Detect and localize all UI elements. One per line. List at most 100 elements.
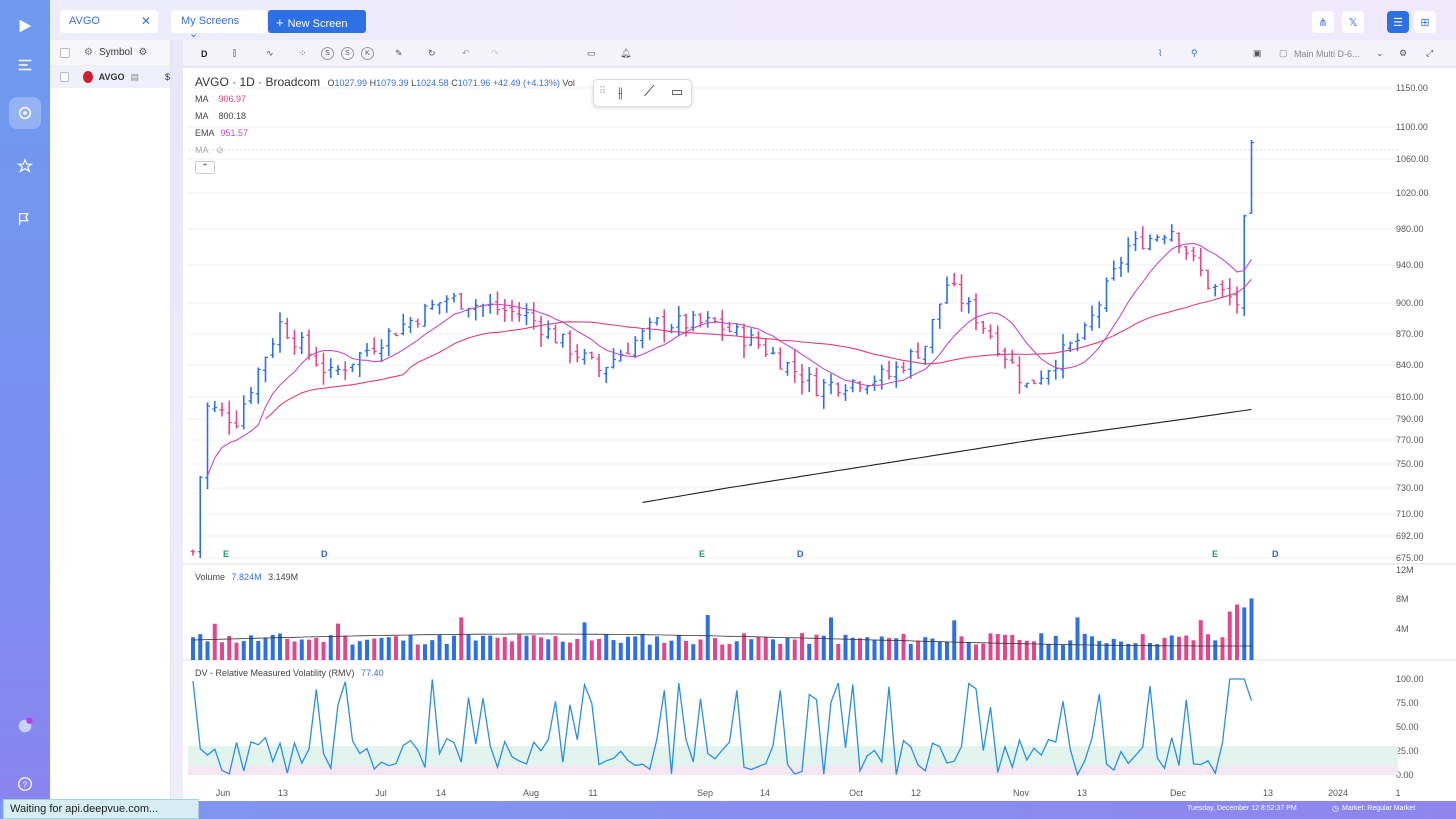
comment-tool-icon[interactable]: ▭: [671, 84, 684, 99]
x-tick-label: Aug: [523, 788, 539, 798]
volume-bar: [357, 641, 362, 660]
new-screen-button[interactable]: + New Screen: [268, 10, 366, 33]
volume-bar: [379, 637, 384, 660]
alert-bell-icon[interactable]: 🔔︎: [620, 48, 632, 58]
list-view-icon[interactable]: ☰: [1387, 11, 1409, 33]
volume-bar: [647, 644, 652, 660]
volume-bar: [959, 636, 964, 660]
volume-bar: [1082, 633, 1087, 660]
screener-icon[interactable]: [9, 97, 41, 129]
symbol-column-header[interactable]: Symbol: [98, 47, 133, 58]
calendar-icon[interactable]: ▭: [587, 48, 596, 58]
pencil-icon[interactable]: ✎: [395, 48, 403, 58]
volume-bar: [1184, 635, 1189, 660]
volume-bar: [655, 636, 659, 660]
chevron-down-icon[interactable]: ⌄: [1376, 48, 1384, 58]
volume-bar: [684, 640, 688, 660]
volume-bar: [1032, 641, 1036, 660]
app-sidebar: ?: [0, 0, 50, 819]
volume-bar: [945, 641, 949, 660]
price-tick-label: 900.00: [1396, 298, 1424, 308]
volume-bar: [249, 635, 253, 660]
compare-icon[interactable]: ⚲: [1191, 48, 1198, 58]
k-button[interactable]: K: [361, 47, 374, 60]
drawing-tools-popup: ⠿ ⫲ ⟋ ▭: [593, 79, 692, 107]
status-text: Waiting for api.deepvue.com...: [10, 803, 159, 815]
chart-area[interactable]: 1150.00 1100.00 1060.00 1020.00 980.00 940.00…: [183, 68, 1456, 801]
undo-icon[interactable]: ↶: [462, 48, 470, 58]
ma2-value: 800.18: [218, 111, 247, 121]
x-tick-label: Jun: [216, 788, 231, 798]
collapse-legend-button[interactable]: ⌃: [195, 161, 215, 174]
redo-icon[interactable]: ↷: [491, 48, 499, 58]
select-all-checkbox[interactable]: [60, 47, 70, 58]
candle-tool-icon[interactable]: ⫲: [618, 84, 623, 100]
close-icon[interactable]: ✕: [140, 14, 151, 28]
volume-bar: [597, 638, 601, 660]
volume-bar: [1162, 637, 1167, 660]
menu-icon[interactable]: [9, 49, 41, 81]
fullscreen-icon[interactable]: ⤢: [1426, 48, 1434, 58]
volume-bar: [1213, 640, 1218, 660]
star-icon[interactable]: [9, 150, 41, 182]
volume-bar: [212, 623, 217, 660]
volume-bar: [1126, 643, 1131, 660]
share-icon[interactable]: ⋔: [1312, 11, 1334, 33]
help-icon[interactable]: ?: [9, 768, 41, 800]
trendline-tool-icon[interactable]: ⟋: [644, 83, 655, 100]
indicators-icon[interactable]: ∿: [266, 48, 274, 58]
eye-hidden-icon[interactable]: ⊘: [216, 145, 225, 155]
x-tick-label: 11: [588, 788, 597, 798]
flag-icon[interactable]: [9, 203, 41, 235]
volume-bar: [1097, 640, 1102, 660]
volume-bar: [459, 617, 464, 660]
row-checkbox[interactable]: [60, 72, 69, 82]
close-label: C: [451, 78, 458, 88]
watchlist-panel: ⚙ Symbol ⚙ AVGO ▤ $: [50, 40, 171, 810]
ma3-legend: MA ⊘: [195, 145, 224, 156]
ma-50-line: [265, 278, 1252, 420]
volume-bar: [908, 644, 913, 660]
volume-bar: [270, 634, 275, 660]
price-tick-label: 692.00: [1396, 531, 1424, 541]
gear-icon[interactable]: ⚙: [84, 47, 93, 58]
list-item[interactable]: AVGO ▤ $: [50, 66, 170, 88]
volume-bar: [473, 640, 478, 660]
templates-icon[interactable]: ⁘: [299, 48, 307, 58]
folder-icon: ▢: [1279, 48, 1288, 58]
avatar[interactable]: [9, 710, 41, 742]
volume-bar: [879, 636, 884, 660]
price-chart[interactable]: 1150.001100.001060.001020.00980.00940.00…: [183, 68, 1456, 801]
drag-handle-icon[interactable]: ⠿: [599, 86, 607, 97]
layout-select[interactable]: Main Multi D-6...: [1294, 48, 1360, 59]
volume-bar: [1220, 637, 1225, 660]
settings-icon[interactable]: ⚙: [138, 47, 148, 58]
chart-settings-icon[interactable]: ⚙: [1399, 48, 1408, 58]
x-icon[interactable]: 𝕏: [1342, 11, 1364, 33]
tab-avgo[interactable]: AVGO ✕: [60, 10, 158, 33]
bar-style-icon[interactable]: ⫿: [233, 48, 236, 58]
price-tick-label: 940.00: [1396, 260, 1424, 270]
volume-bar: [952, 620, 957, 660]
grid-view-icon[interactable]: ⊞: [1414, 11, 1436, 33]
tab-label: AVGO: [69, 15, 100, 27]
bottom-status-bar: Tuesday, December 12 8:52:37 PM ◷ Market…: [0, 801, 1456, 819]
close-value: 1071.96: [457, 78, 491, 88]
volume-bar: [1061, 644, 1065, 660]
logo-icon[interactable]: [9, 10, 41, 42]
symbol-title: AVGO · 1D · Broadcom: [195, 75, 321, 89]
x-tick-label: 12: [911, 788, 921, 798]
volume-bar: [394, 636, 398, 660]
layout-icon[interactable]: ▣: [1253, 48, 1262, 58]
s-button-1[interactable]: S: [321, 47, 334, 60]
my-screens-dropdown[interactable]: My Screens ⌄: [171, 10, 267, 40]
s-button-2[interactable]: S: [341, 47, 354, 60]
volume-bar: [894, 638, 899, 660]
chart-line-icon[interactable]: ⌇: [1158, 48, 1163, 58]
interval-button[interactable]: D: [201, 48, 208, 59]
refresh-icon[interactable]: ↻: [428, 48, 436, 58]
volume-bar: [640, 633, 645, 660]
top-bar: AVGO ✕ My Screens ⌄ + New Screen ⋔ 𝕏 ☰ ⊞: [50, 0, 1456, 40]
volume-bar: [1024, 640, 1029, 660]
volume-bar: [771, 639, 775, 660]
